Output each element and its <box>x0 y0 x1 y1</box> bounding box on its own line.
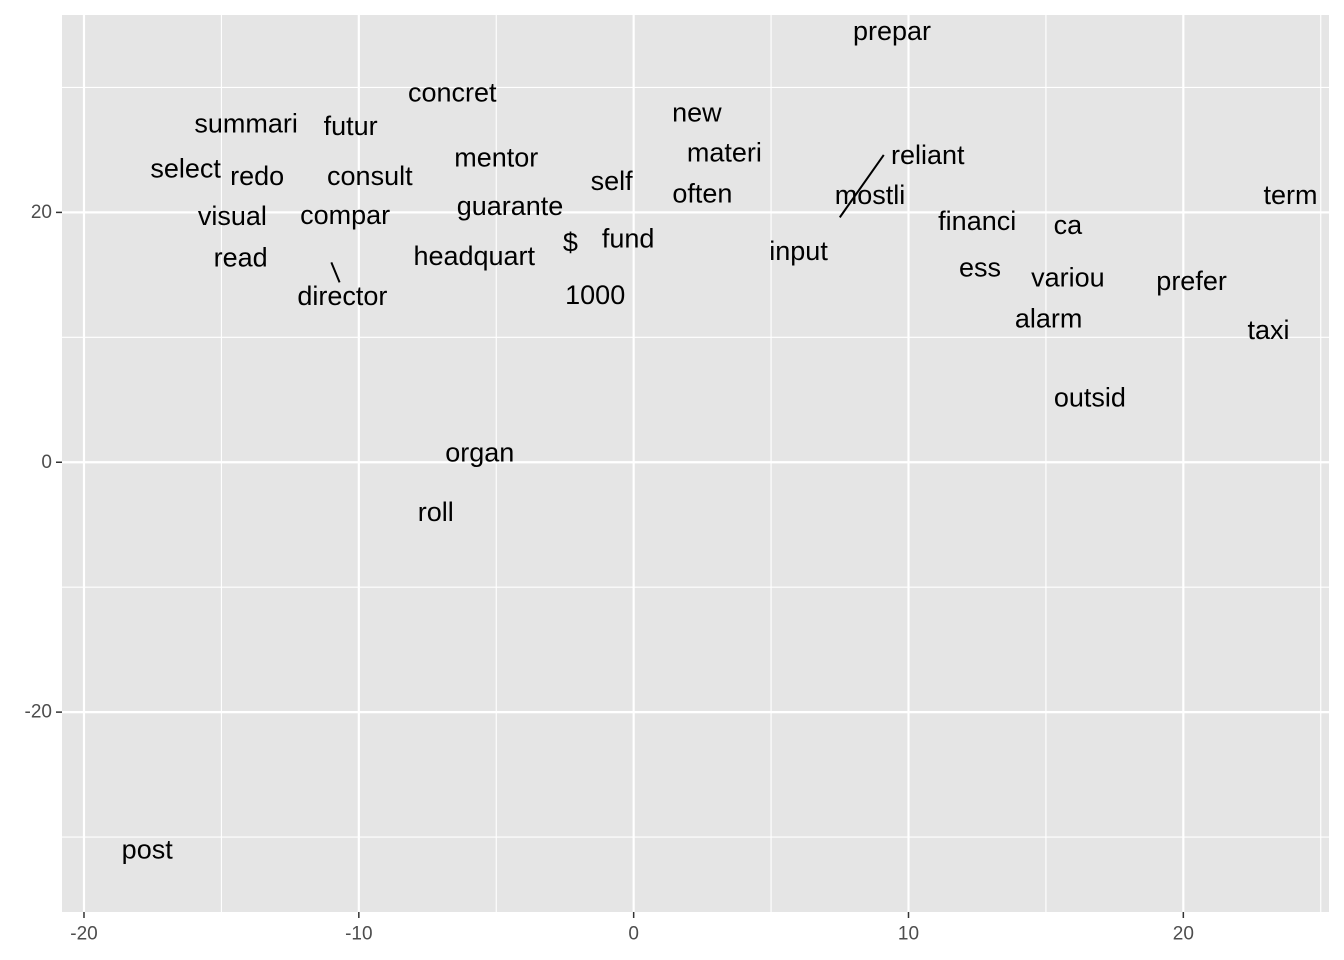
point-label: mentor <box>454 142 538 172</box>
y-axis: -20 0 20 <box>25 202 62 723</box>
point-label: select <box>150 154 221 184</box>
point-label: mostli <box>835 180 906 210</box>
point-label: guarante <box>457 191 564 221</box>
x-tick-label: -10 <box>345 924 372 945</box>
point-label: new <box>672 97 722 127</box>
point-label: outsid <box>1054 382 1126 412</box>
point-label: 1000 <box>565 280 625 310</box>
point-label: alarm <box>1015 304 1083 334</box>
point-label: compar <box>300 200 390 230</box>
point-label: financi <box>938 206 1016 236</box>
point-label: input <box>769 236 828 266</box>
point-label: $ <box>563 227 578 257</box>
point-label: reliant <box>891 140 965 170</box>
point-label: fund <box>602 224 655 254</box>
point-label: futur <box>324 111 378 141</box>
x-tick-label: 10 <box>898 924 919 945</box>
x-tick-label: 20 <box>1173 924 1194 945</box>
major-grid <box>62 15 1329 912</box>
point-label: redo <box>230 161 284 191</box>
minor-grid <box>62 15 1329 912</box>
y-tick-label: 0 <box>41 452 52 473</box>
point-label: read <box>214 242 268 272</box>
connector-segment <box>838 154 885 218</box>
point-label: consult <box>327 161 413 191</box>
x-tick-label: 0 <box>628 924 639 945</box>
point-label: director <box>297 281 387 311</box>
point-label: concret <box>408 77 497 107</box>
x-axis: -20 -10 0 10 20 <box>70 912 1194 945</box>
panel-background <box>62 15 1329 912</box>
point-label: headquart <box>413 241 535 271</box>
point-label: prefer <box>1156 266 1227 296</box>
point-label: often <box>672 179 732 209</box>
point-label: materi <box>687 137 762 167</box>
point-label: self <box>591 166 634 196</box>
y-tick-label: 20 <box>31 202 52 223</box>
connector-segment <box>330 261 341 283</box>
point-label: term <box>1264 180 1318 210</box>
x-tick-label: -20 <box>70 924 97 945</box>
connector-segments <box>330 154 885 283</box>
point-label: organ <box>445 437 514 467</box>
point-label: roll <box>418 497 454 527</box>
point-label: ess <box>959 252 1001 282</box>
point-label: summari <box>194 109 298 139</box>
point-label: visual <box>198 201 267 231</box>
y-tick-label: -20 <box>25 702 52 723</box>
point-labels: prepar concret new summari futur materi relian… <box>122 16 1318 864</box>
point-label: ca <box>1054 210 1084 240</box>
point-label: post <box>122 835 174 865</box>
point-label: prepar <box>853 16 931 46</box>
point-label: variou <box>1031 262 1105 292</box>
point-label: taxi <box>1248 315 1290 345</box>
